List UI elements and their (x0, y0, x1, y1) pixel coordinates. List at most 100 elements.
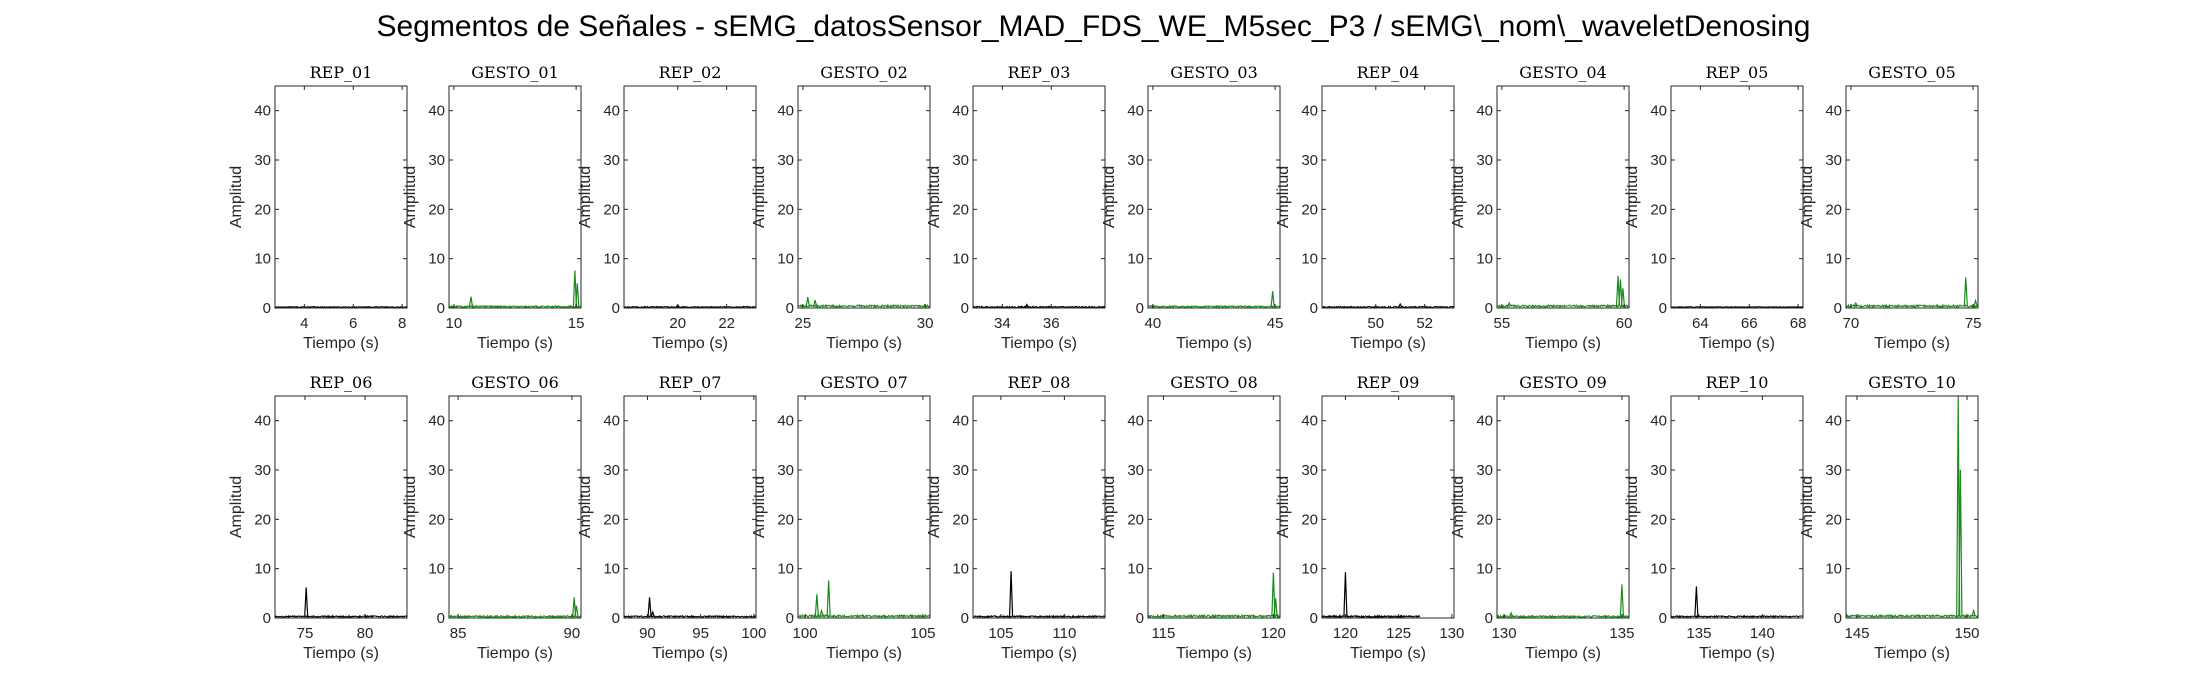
y-tick-label: 10 (777, 251, 794, 268)
x-axis-label: Tiempo (s) (1001, 335, 1077, 352)
y-axis-label: Amplitud (577, 476, 594, 538)
y-tick-label: 40 (1650, 103, 1667, 120)
x-axis-label: Tiempo (s) (1525, 645, 1601, 662)
signal-peak (1958, 469, 1963, 617)
subplot-title: REP_06 (310, 373, 373, 392)
x-axis-label: Tiempo (s) (1699, 645, 1775, 662)
x-axis-label: Tiempo (s) (1176, 645, 1252, 662)
y-tick-label: 40 (777, 103, 794, 120)
y-tick-label: 10 (603, 561, 620, 578)
y-axis-label: Amplitud (402, 166, 419, 228)
signal-trace (797, 613, 931, 619)
signal-peak (1024, 303, 1029, 308)
y-tick-label: 20 (1301, 201, 1318, 218)
signal-trace (1496, 614, 1630, 619)
x-tick-label: 80 (357, 625, 374, 642)
x-tick-label: 60 (1616, 315, 1633, 332)
y-tick-label: 40 (603, 103, 620, 120)
y-tick-label: 30 (1476, 152, 1493, 169)
signal-trace (1670, 305, 1804, 309)
subplot-gesto-04: 0 10 20 30 40 55 60 Tiempo (s) Amplitud GESTO_04 (1450, 63, 1632, 352)
subplot-title: REP_09 (1357, 373, 1420, 392)
y-tick-label: 10 (1301, 251, 1318, 268)
y-tick-label: 30 (777, 462, 794, 479)
signal-peak (1963, 277, 1968, 307)
y-tick-label: 0 (1659, 610, 1667, 627)
y-tick-label: 40 (1825, 103, 1842, 120)
y-axis-label: Amplitud (1799, 166, 1816, 228)
subplot-title: REP_02 (659, 63, 722, 82)
y-tick-label: 30 (777, 152, 794, 169)
x-tick-label: 120 (1261, 625, 1286, 642)
subplot-title: REP_01 (310, 63, 373, 82)
y-axis-label: Amplitud (751, 166, 768, 228)
axes-box (1670, 395, 1804, 619)
y-tick-label: 10 (1650, 561, 1667, 578)
signal-trace (623, 614, 757, 619)
y-tick-label: 20 (1127, 201, 1144, 218)
signal-trace (274, 305, 408, 309)
x-tick-label: 145 (1844, 625, 1869, 642)
subplot-rep-06: 0 10 20 30 40 75 80 Tiempo (s) Amplitud REP_06 (228, 373, 408, 662)
signal-peak (1343, 572, 1348, 617)
signal-peak (814, 594, 819, 617)
subplot-gesto-09: 0 10 20 30 40 130 135 Tiempo (s) Amplitud GESTO_0… (1450, 373, 1634, 662)
x-tick-label: 10 (446, 315, 463, 332)
y-tick-label: 20 (1476, 201, 1493, 218)
y-tick-label: 0 (961, 300, 969, 317)
y-axis-label: Amplitud (1101, 476, 1118, 538)
y-tick-label: 0 (1834, 300, 1842, 317)
subplot-rep-04: 0 10 20 30 40 50 52 Tiempo (s) Amplitud REP_04 (1275, 63, 1455, 352)
y-tick-label: 20 (428, 201, 445, 218)
signal-peak (1008, 571, 1014, 617)
y-axis-label: Amplitud (1275, 166, 1292, 228)
x-tick-label: 100 (741, 625, 766, 642)
x-tick-label: 130 (1439, 625, 1464, 642)
y-tick-label: 0 (1136, 610, 1144, 627)
x-axis-label: Tiempo (s) (826, 645, 902, 662)
x-tick-label: 55 (1494, 315, 1511, 332)
x-tick-label: 85 (450, 625, 467, 642)
signal-trace (448, 614, 582, 619)
y-tick-label: 10 (952, 561, 969, 578)
x-tick-label: 36 (1043, 315, 1060, 332)
y-tick-label: 10 (428, 561, 445, 578)
y-tick-label: 20 (777, 201, 794, 218)
figure-title: Segmentos de Señales - sEMG_datosSensor_… (376, 10, 1811, 43)
x-tick-label: 64 (1692, 315, 1709, 332)
y-tick-label: 10 (254, 251, 271, 268)
y-axis-label: Amplitud (577, 166, 594, 228)
signal-peak (574, 605, 579, 617)
x-tick-label: 120 (1333, 625, 1358, 642)
x-tick-label: 115 (1151, 625, 1175, 642)
y-tick-label: 40 (952, 103, 969, 120)
y-tick-label: 10 (603, 251, 620, 268)
signal-trace (1321, 305, 1455, 309)
signal-trace (972, 305, 1106, 309)
y-tick-label: 20 (254, 511, 271, 528)
x-tick-label: 25 (795, 315, 812, 332)
signal-peak (1398, 302, 1403, 308)
subplot-title: GESTO_07 (820, 373, 908, 392)
signal-trace (972, 614, 1106, 619)
x-tick-label: 40 (1145, 315, 1162, 332)
y-tick-label: 20 (1825, 201, 1842, 218)
signal-trace (1845, 613, 1979, 619)
axes-box (1147, 85, 1281, 309)
y-axis-label: Amplitud (228, 166, 245, 228)
y-tick-label: 0 (1485, 300, 1493, 317)
y-tick-label: 40 (1476, 103, 1493, 120)
signal-peak (647, 597, 652, 617)
subplot-gesto-05: 0 10 20 30 40 70 75 Tiempo (s) Amplitud GESTO_05 (1799, 63, 1981, 352)
signal-trace (1845, 303, 1979, 309)
y-axis-label: Amplitud (751, 476, 768, 538)
x-tick-label: 45 (1267, 315, 1284, 332)
y-tick-label: 10 (1825, 251, 1842, 268)
signal-peak (1620, 288, 1625, 307)
x-tick-label: 68 (1790, 315, 1807, 332)
y-tick-label: 30 (1825, 152, 1842, 169)
axes-box (623, 85, 757, 309)
subplot-title: GESTO_03 (1170, 63, 1258, 82)
subplot-rep-05: 0 10 20 30 40 64 66 68 Tiempo (s) Amplitud REP_05 (1624, 63, 1806, 352)
